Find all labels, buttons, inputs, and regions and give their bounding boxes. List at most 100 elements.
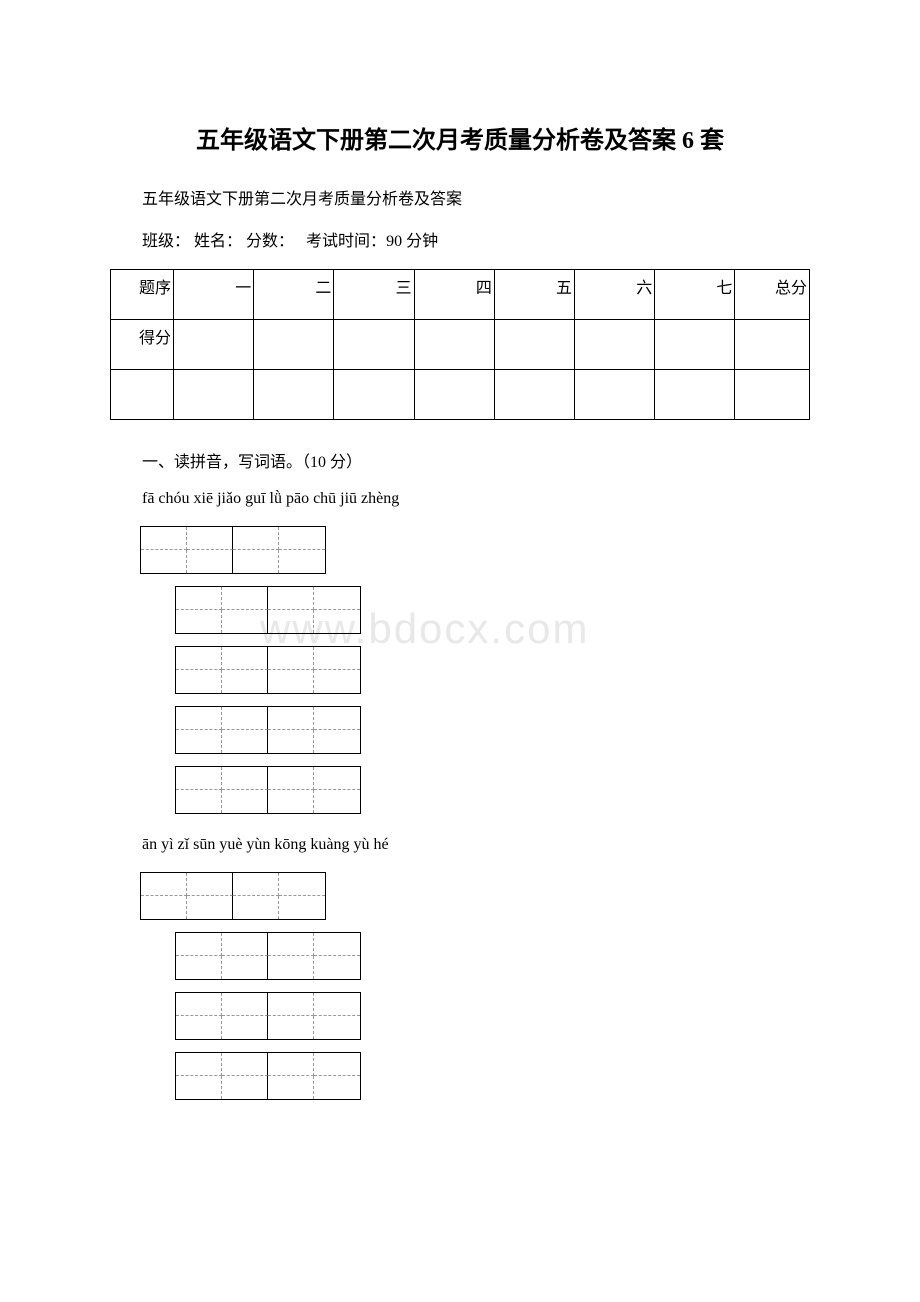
char-cell <box>268 707 314 730</box>
info-line: 班级： 姓名： 分数： 考试时间：90 分钟 <box>110 227 810 251</box>
char-cell <box>279 896 325 919</box>
char-cell <box>233 873 279 896</box>
char-grid <box>140 872 326 920</box>
pinyin-line: fā chóu xiē jiǎo guī lǜ pāo chū jiū zhèn… <box>110 490 810 508</box>
class-label: 班级： <box>142 233 190 250</box>
empty-cell <box>254 370 334 420</box>
char-cell <box>222 956 268 979</box>
char-cell <box>314 956 360 979</box>
char-cell <box>314 587 360 610</box>
char-cell <box>233 550 279 573</box>
pinyin-line: ān yì zǐ sūn yuè yùn kōng kuàng yù hé <box>110 836 810 854</box>
empty-cell <box>655 370 735 420</box>
char-cell <box>222 1076 268 1099</box>
char-cell <box>176 790 222 813</box>
empty-cell <box>735 320 810 370</box>
score-table: 题序 一 二 三 四 五 六 七 总分 得分 <box>110 269 810 420</box>
char-cell <box>176 933 222 956</box>
char-cell <box>279 873 325 896</box>
char-grid-set-1 <box>110 526 810 826</box>
char-cell <box>268 956 314 979</box>
char-cell <box>233 527 279 550</box>
char-cell <box>222 647 268 670</box>
char-cell <box>279 550 325 573</box>
char-cell <box>222 707 268 730</box>
char-cell <box>176 767 222 790</box>
char-cell <box>176 1076 222 1099</box>
char-cell <box>176 1016 222 1039</box>
char-cell <box>314 790 360 813</box>
char-cell <box>268 647 314 670</box>
row-label-cell: 得分 <box>111 320 174 370</box>
table-row <box>111 370 810 420</box>
empty-cell <box>334 320 414 370</box>
char-cell <box>233 896 279 919</box>
char-cell <box>187 896 233 919</box>
char-cell <box>268 670 314 693</box>
name-label: 姓名： <box>194 233 242 250</box>
empty-cell <box>414 370 494 420</box>
exam-time-label: 考试时间： <box>306 233 386 250</box>
empty-cell <box>494 320 574 370</box>
char-cell <box>176 1053 222 1076</box>
exam-time-value: 90 分钟 <box>386 233 438 250</box>
char-cell <box>222 670 268 693</box>
score-label: 分数： <box>246 233 294 250</box>
char-cell <box>268 730 314 753</box>
char-cell <box>141 550 187 573</box>
empty-cell <box>174 370 254 420</box>
char-cell <box>176 993 222 1016</box>
char-cell <box>314 610 360 633</box>
char-cell <box>314 707 360 730</box>
table-row: 题序 一 二 三 四 五 六 七 总分 <box>111 270 810 320</box>
char-cell <box>268 1053 314 1076</box>
char-cell <box>222 1016 268 1039</box>
char-cell <box>268 610 314 633</box>
char-cell <box>176 956 222 979</box>
empty-cell <box>494 370 574 420</box>
char-cell <box>176 730 222 753</box>
char-cell <box>314 647 360 670</box>
char-cell <box>314 670 360 693</box>
col-header-cell: 七 <box>655 270 735 320</box>
char-grid-set-2 <box>110 872 810 1112</box>
char-cell <box>314 730 360 753</box>
char-cell <box>187 873 233 896</box>
char-cell <box>176 670 222 693</box>
char-cell <box>268 790 314 813</box>
char-cell <box>279 527 325 550</box>
char-cell <box>314 1016 360 1039</box>
empty-cell <box>414 320 494 370</box>
empty-cell <box>334 370 414 420</box>
table-row: 得分 <box>111 320 810 370</box>
char-grid <box>175 766 361 814</box>
char-cell <box>222 1053 268 1076</box>
char-cell <box>314 1076 360 1099</box>
char-grid <box>175 932 361 980</box>
char-cell <box>187 550 233 573</box>
char-cell <box>222 587 268 610</box>
char-cell <box>222 767 268 790</box>
row-label-cell: 题序 <box>111 270 174 320</box>
empty-cell <box>575 370 655 420</box>
empty-cell <box>735 370 810 420</box>
page-title: 五年级语文下册第二次月考质量分析卷及答案 6 套 <box>110 120 810 155</box>
empty-cell <box>575 320 655 370</box>
col-header-cell: 一 <box>174 270 254 320</box>
col-header-cell: 二 <box>254 270 334 320</box>
char-cell <box>141 896 187 919</box>
char-grid <box>175 586 361 634</box>
empty-cell <box>655 320 735 370</box>
char-grid <box>175 706 361 754</box>
col-header-cell: 四 <box>414 270 494 320</box>
col-header-cell: 五 <box>494 270 574 320</box>
char-cell <box>176 610 222 633</box>
col-header-cell: 三 <box>334 270 414 320</box>
char-cell <box>314 933 360 956</box>
char-cell <box>141 527 187 550</box>
char-cell <box>268 587 314 610</box>
subtitle: 五年级语文下册第二次月考质量分析卷及答案 <box>110 185 810 209</box>
char-cell <box>268 767 314 790</box>
char-grid <box>175 646 361 694</box>
char-cell <box>176 647 222 670</box>
